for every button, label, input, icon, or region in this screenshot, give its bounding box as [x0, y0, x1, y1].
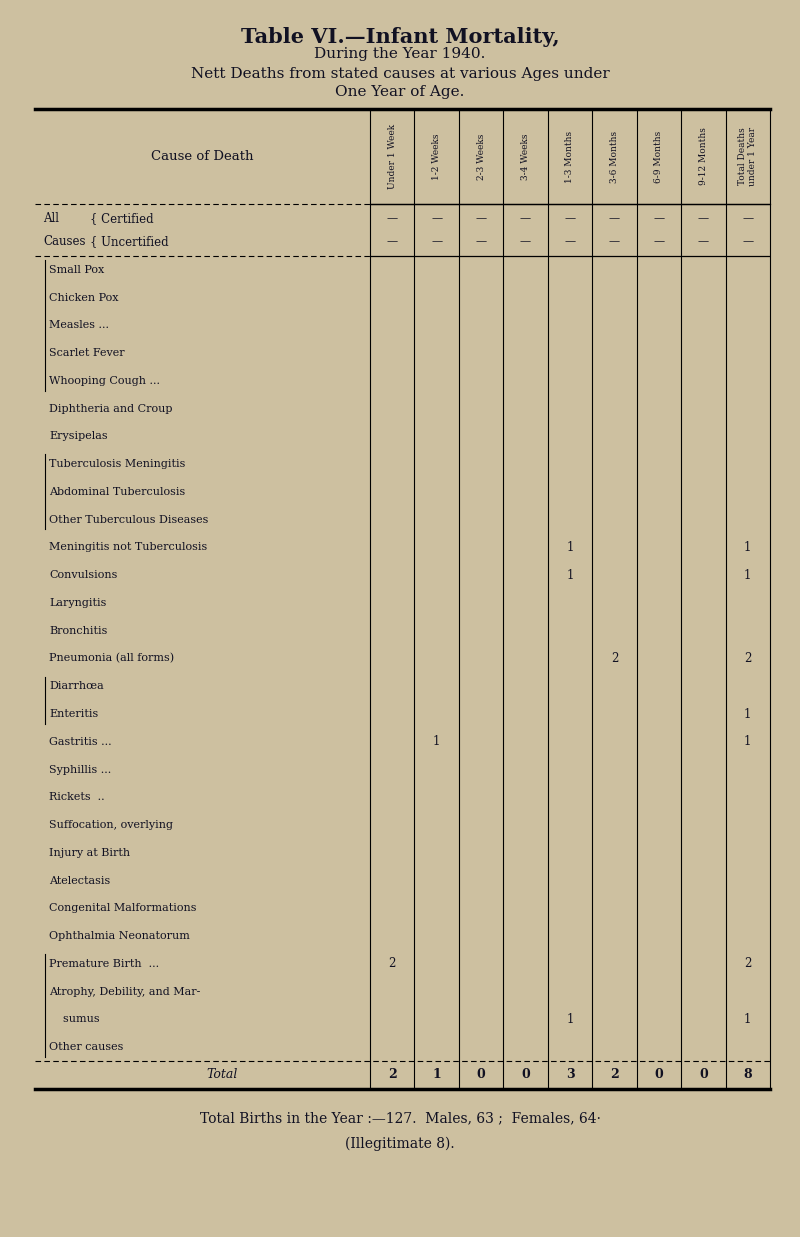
Text: sumus: sumus: [49, 1014, 100, 1024]
Text: Laryngitis: Laryngitis: [49, 597, 106, 607]
Text: Convulsions: Convulsions: [49, 570, 118, 580]
Text: Tuberculosis Meningitis: Tuberculosis Meningitis: [49, 459, 186, 469]
Text: 2: 2: [610, 1068, 619, 1080]
Text: —: —: [475, 236, 486, 246]
Text: Premature Birth  ...: Premature Birth ...: [49, 959, 159, 969]
Text: Pneumonia (all forms): Pneumonia (all forms): [49, 653, 174, 664]
Text: Measles ...: Measles ...: [49, 320, 109, 330]
Text: Syphillis ...: Syphillis ...: [49, 764, 111, 774]
Text: 1: 1: [566, 1013, 574, 1025]
Text: Other causes: Other causes: [49, 1042, 123, 1053]
Text: Gastritis ...: Gastritis ...: [49, 737, 112, 747]
Text: Abdominal Tuberculosis: Abdominal Tuberculosis: [49, 487, 186, 497]
Text: 2: 2: [744, 652, 751, 666]
Text: Atelectasis: Atelectasis: [49, 876, 110, 886]
Text: 1: 1: [432, 1068, 441, 1080]
Text: Table VI.—Infant Mortality,: Table VI.—Infant Mortality,: [241, 27, 559, 47]
Text: 1: 1: [566, 569, 574, 581]
Text: Total Deaths
under 1 Year: Total Deaths under 1 Year: [738, 127, 758, 186]
Text: 1: 1: [744, 541, 751, 554]
Text: —: —: [654, 214, 665, 224]
Text: Diphtheria and Croup: Diphtheria and Croup: [49, 403, 173, 413]
Text: 0: 0: [699, 1068, 708, 1080]
Text: One Year of Age.: One Year of Age.: [335, 85, 465, 99]
Text: (Illegitimate 8).: (Illegitimate 8).: [345, 1137, 455, 1152]
Text: —: —: [654, 236, 665, 246]
Text: Total Births in the Year :—127.  Males, 63 ;  Females, 64·: Total Births in the Year :—127. Males, 6…: [199, 1111, 601, 1124]
Text: 1: 1: [744, 569, 751, 581]
Text: Injury at Birth: Injury at Birth: [49, 847, 130, 857]
Text: Under 1 Week: Under 1 Week: [388, 124, 397, 189]
Text: —: —: [565, 214, 575, 224]
Text: 2: 2: [389, 957, 396, 970]
Text: Scarlet Fever: Scarlet Fever: [49, 348, 125, 359]
Text: —: —: [698, 214, 709, 224]
Text: 2: 2: [610, 652, 618, 666]
Text: Diarrhœa: Diarrhœa: [49, 682, 104, 691]
Text: —: —: [431, 214, 442, 224]
Text: 1-3 Months: 1-3 Months: [566, 130, 574, 183]
Text: —: —: [520, 214, 531, 224]
Text: 0: 0: [521, 1068, 530, 1080]
Text: 1-2 Weeks: 1-2 Weeks: [432, 134, 441, 179]
Text: —: —: [698, 236, 709, 246]
Text: Chicken Pox: Chicken Pox: [49, 293, 118, 303]
Text: —: —: [475, 214, 486, 224]
Text: 3-6 Months: 3-6 Months: [610, 130, 619, 183]
Text: —: —: [742, 236, 754, 246]
Text: Ophthalmia Neonatorum: Ophthalmia Neonatorum: [49, 931, 190, 941]
Text: 1: 1: [433, 735, 440, 748]
Text: Whooping Cough ...: Whooping Cough ...: [49, 376, 160, 386]
Text: —: —: [609, 236, 620, 246]
Text: 6-9 Months: 6-9 Months: [654, 130, 663, 183]
Text: 8: 8: [743, 1068, 752, 1080]
Text: —: —: [520, 236, 531, 246]
Text: Atrophy, Debility, and Mar-: Atrophy, Debility, and Mar-: [49, 987, 200, 997]
Text: —: —: [565, 236, 575, 246]
Text: 2: 2: [744, 957, 751, 970]
Text: 2: 2: [388, 1068, 397, 1080]
Text: —: —: [609, 214, 620, 224]
Text: —: —: [431, 236, 442, 246]
Text: Enteritis: Enteritis: [49, 709, 98, 719]
Text: —: —: [386, 214, 398, 224]
Text: All: All: [43, 212, 59, 225]
Text: Bronchitis: Bronchitis: [49, 626, 107, 636]
Text: 3-4 Weeks: 3-4 Weeks: [521, 134, 530, 179]
Text: Nett Deaths from stated causes at various Ages under: Nett Deaths from stated causes at variou…: [190, 67, 610, 80]
Text: Small Pox: Small Pox: [49, 265, 104, 275]
Text: 1: 1: [744, 708, 751, 720]
Text: Erysipelas: Erysipelas: [49, 432, 108, 442]
Text: Rickets  ..: Rickets ..: [49, 792, 105, 803]
Text: 2-3 Weeks: 2-3 Weeks: [477, 134, 486, 179]
Text: Meningitis not Tuberculosis: Meningitis not Tuberculosis: [49, 543, 207, 553]
Text: Suffocation, overlying: Suffocation, overlying: [49, 820, 173, 830]
Text: —: —: [386, 236, 398, 246]
Text: { Uncertified: { Uncertified: [90, 235, 169, 247]
Text: Total: Total: [207, 1068, 238, 1080]
Text: 1: 1: [744, 1013, 751, 1025]
Text: Cause of Death: Cause of Death: [151, 150, 254, 163]
Text: During the Year 1940.: During the Year 1940.: [314, 47, 486, 61]
Text: —: —: [742, 214, 754, 224]
Text: 1: 1: [744, 735, 751, 748]
Text: { Certified: { Certified: [90, 212, 154, 225]
Text: 1: 1: [566, 541, 574, 554]
Text: Other Tuberculous Diseases: Other Tuberculous Diseases: [49, 515, 208, 524]
Text: Congenital Malformations: Congenital Malformations: [49, 903, 197, 913]
Text: 0: 0: [654, 1068, 663, 1080]
Text: Causes: Causes: [43, 235, 86, 247]
Text: 0: 0: [477, 1068, 486, 1080]
Text: 9-12 Months: 9-12 Months: [699, 127, 708, 186]
Text: 3: 3: [566, 1068, 574, 1080]
